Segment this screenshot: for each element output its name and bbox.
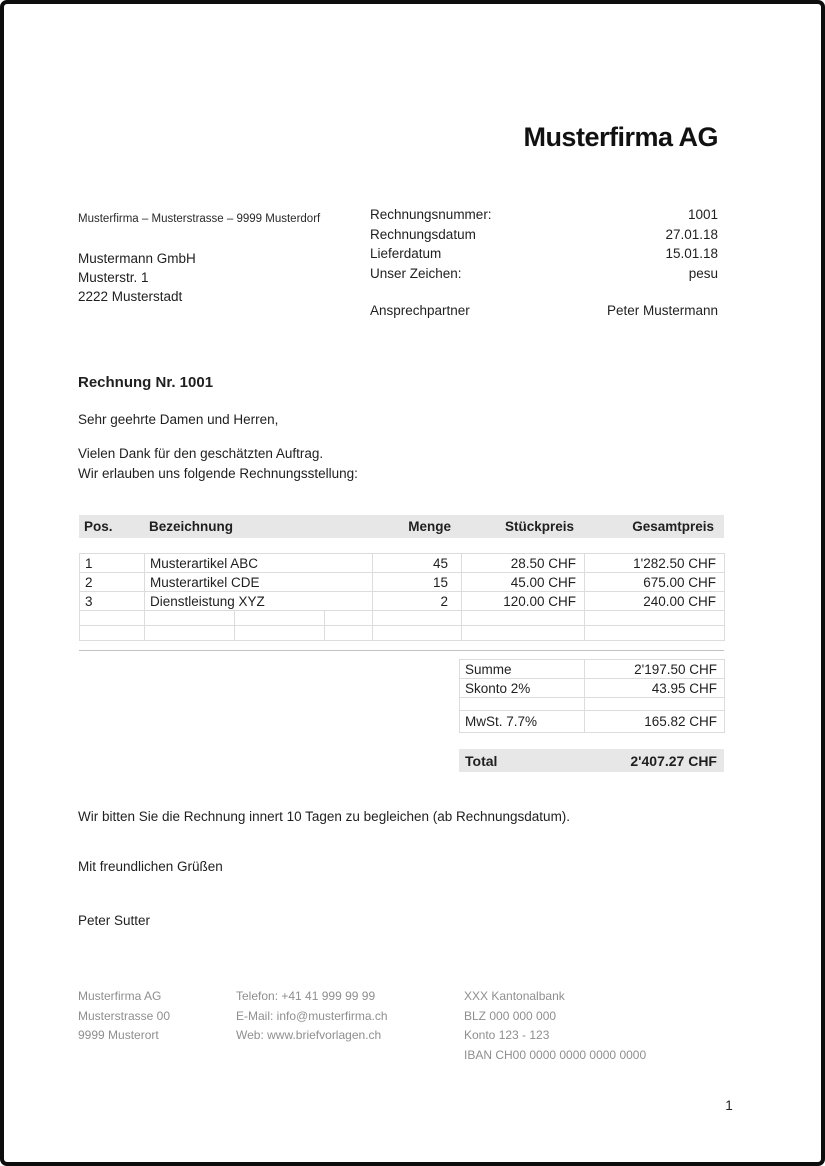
footer-line: Musterstrasse 00 — [78, 1008, 171, 1023]
footer-line: XXX Kantonalbank — [464, 989, 565, 1003]
invoice-meta: Rechnungsnummer: 1001 Rechnungsdatum 27.… — [370, 207, 718, 323]
footer-line: E-Mail: info@musterfirma.ch — [236, 1008, 388, 1023]
table-row: 3 Dienstleistung XYZ 2 120.00 CHF 240.00… — [79, 591, 726, 611]
table-row: 1 Musterartikel ABC 45 28.50 CHF 1'282.5… — [79, 553, 726, 573]
footer-line: Musterfirma AG — [78, 989, 162, 1003]
summary-table: Summe 2'197.50 CHF Skonto 2% 43.95 CHF M… — [459, 659, 725, 733]
cell-pos: 3 — [79, 591, 145, 611]
closing-regards: Mit freundlichen Grüßen — [78, 859, 223, 874]
items-table-header: Pos. Bezeichnung Menge Stückpreis Gesamt… — [79, 515, 724, 538]
cell-stueckpreis: 45.00 CHF — [461, 572, 586, 592]
summary-row-empty — [459, 697, 725, 711]
meta-value: 15.01.18 — [665, 246, 718, 261]
intro-line: Wir erlauben uns folgende Rechnungsstell… — [78, 465, 358, 481]
intro-paragraph: Vielen Dank für den geschätzten Auftrag.… — [78, 444, 358, 483]
invoice-subject: Rechnung Nr. 1001 — [78, 374, 214, 391]
summary-row-summe: Summe 2'197.50 CHF — [459, 659, 725, 679]
total-value: 2'407.27 CHF — [630, 752, 717, 769]
items-table-body: 1 Musterartikel ABC 45 28.50 CHF 1'282.5… — [79, 553, 726, 641]
cell-gesamtpreis: 240.00 CHF — [584, 591, 726, 611]
table-row-empty — [79, 610, 726, 626]
cell-pos: 1 — [79, 553, 145, 573]
cell-bezeichnung: Musterartikel ABC — [143, 553, 374, 573]
meta-row-invoice-number: Rechnungsnummer: 1001 — [370, 207, 718, 227]
footer-bank-column: XXX Kantonalbank BLZ 000 000 000 Konto 1… — [464, 987, 751, 1065]
footer: Musterfirma AG Musterstrasse 00 9999 Mus… — [78, 987, 751, 1065]
company-title: Musterfirma AG — [523, 122, 718, 152]
intro-line: Vielen Dank für den geschätzten Auftrag. — [78, 446, 324, 461]
meta-label: Rechnungsnummer: — [370, 207, 492, 222]
table-row: 2 Musterartikel CDE 15 45.00 CHF 675.00 … — [79, 572, 726, 592]
total-label: Total — [465, 752, 498, 769]
meta-value: Peter Mustermann — [606, 303, 718, 318]
cell-stueckpreis: 120.00 CHF — [461, 591, 586, 611]
cell-menge: 45 — [372, 553, 463, 573]
recipient-address: Mustermann GmbH Musterstr. 1 2222 Muster… — [78, 249, 196, 306]
cell-menge: 2 — [372, 591, 463, 611]
header-pos: Pos. — [84, 519, 113, 534]
footer-line: IBAN CH00 0000 0000 0000 0000 — [464, 1047, 647, 1062]
header-stueckpreis: Stückpreis — [504, 519, 574, 534]
summary-value: 2'197.50 CHF — [584, 659, 725, 679]
signature-name: Peter Sutter — [78, 913, 151, 928]
meta-row-invoice-date: Rechnungsdatum 27.01.18 — [370, 227, 718, 247]
meta-value: 1001 — [687, 207, 718, 222]
summary-value: 165.82 CHF — [584, 710, 725, 733]
footer-line: BLZ 000 000 000 — [464, 1008, 557, 1023]
footer-line: Telefon: +41 41 999 99 99 — [236, 989, 376, 1003]
page-number: 1 — [725, 1098, 733, 1113]
footer-line: Konto 123 - 123 — [464, 1028, 550, 1042]
salutation: Sehr geehrte Damen und Herren, — [78, 412, 279, 427]
footer-line: Web: www.briefvorlagen.ch — [236, 1028, 382, 1042]
meta-label: Ansprechpartner — [370, 303, 470, 318]
recipient-street: Musterstr. 1 — [78, 270, 149, 285]
meta-row-delivery-date: Lieferdatum 15.01.18 — [370, 246, 718, 266]
meta-label: Rechnungsdatum — [370, 226, 476, 242]
summary-label: MwSt. 7.7% — [459, 710, 585, 733]
sender-line: Musterfirma – Musterstrasse – 9999 Muste… — [78, 213, 321, 225]
recipient-name: Mustermann GmbH — [78, 251, 196, 266]
summary-label: Skonto 2% — [459, 678, 585, 698]
footer-company-column: Musterfirma AG Musterstrasse 00 9999 Mus… — [78, 987, 236, 1065]
summary-row-mwst: MwSt. 7.7% 165.82 CHF — [459, 710, 725, 733]
header-gesamtpreis: Gesamtpreis — [632, 519, 714, 534]
meta-value: pesu — [688, 265, 718, 281]
payment-note: Wir bitten Sie die Rechnung innert 10 Ta… — [78, 809, 571, 824]
header-bezeichnung: Bezeichnung — [149, 519, 234, 534]
cell-gesamtpreis: 1'282.50 CHF — [584, 553, 726, 573]
cell-gesamtpreis: 675.00 CHF — [584, 572, 726, 592]
summary-row-skonto: Skonto 2% 43.95 CHF — [459, 678, 725, 698]
total-row: Total 2'407.27 CHF — [459, 749, 724, 772]
cell-stueckpreis: 28.50 CHF — [461, 553, 586, 573]
footer-contact-column: Telefon: +41 41 999 99 99 E-Mail: info@m… — [236, 987, 464, 1065]
table-row-empty — [79, 625, 726, 641]
cell-bezeichnung: Dienstleistung XYZ — [143, 591, 374, 611]
header-menge: Menge — [408, 519, 451, 534]
meta-row-reference: Unser Zeichen: pesu — [370, 266, 718, 286]
cell-menge: 15 — [372, 572, 463, 592]
summary-value: 43.95 CHF — [584, 678, 725, 698]
summary-label: Summe — [459, 659, 585, 679]
meta-label: Lieferdatum — [370, 246, 442, 261]
table-bottom-rule — [79, 650, 724, 651]
cell-pos: 2 — [79, 572, 145, 592]
meta-value: 27.01.18 — [665, 226, 718, 242]
recipient-city: 2222 Musterstadt — [78, 289, 183, 304]
footer-line: 9999 Musterort — [78, 1028, 159, 1042]
meta-row-contact-person: Ansprechpartner Peter Mustermann — [370, 303, 718, 323]
cell-bezeichnung: Musterartikel CDE — [143, 572, 374, 592]
meta-label: Unser Zeichen: — [370, 265, 462, 281]
